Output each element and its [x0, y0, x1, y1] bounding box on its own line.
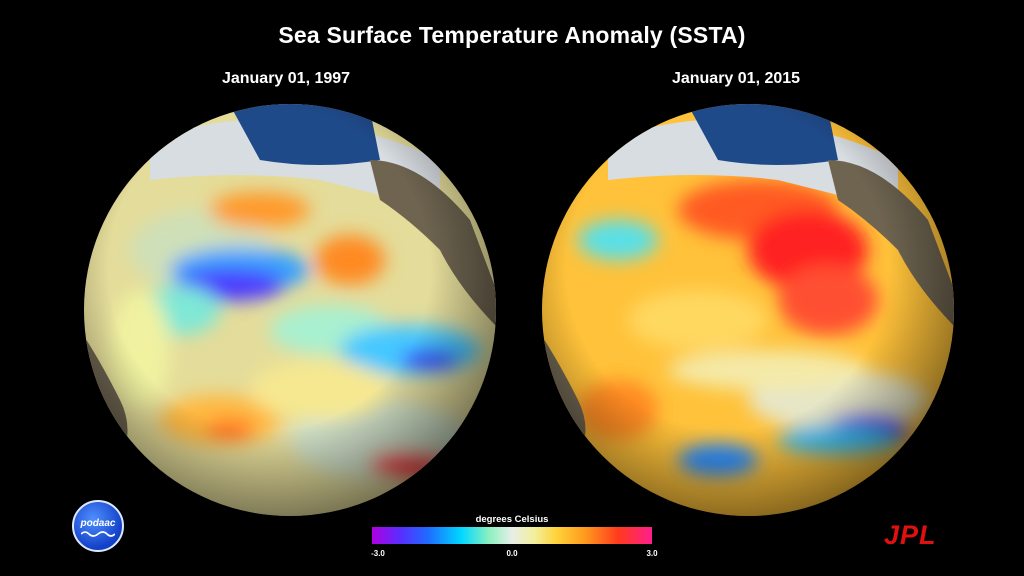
podaac-logo-text: podaac — [80, 517, 116, 529]
scale-min-label: -3.0 — [371, 549, 385, 558]
wave-icon — [81, 530, 115, 537]
panel-date-2015: January 01, 2015 — [671, 70, 801, 87]
podaac-logo: podaac — [72, 500, 124, 552]
color-scale-bar — [372, 527, 652, 544]
map-title: Sea Surface Temperature Anomaly (SSTA) — [278, 22, 746, 48]
legend-title: degrees Celsius — [475, 514, 549, 525]
globe-1997 — [84, 104, 496, 516]
panel-date-1997: January 01, 1997 — [221, 70, 351, 87]
globe-2015 — [542, 104, 954, 516]
scale-max-label: 3.0 — [646, 549, 658, 558]
jpl-logo: JPL — [884, 520, 937, 550]
scale-mid-label: 0.0 — [506, 549, 518, 558]
